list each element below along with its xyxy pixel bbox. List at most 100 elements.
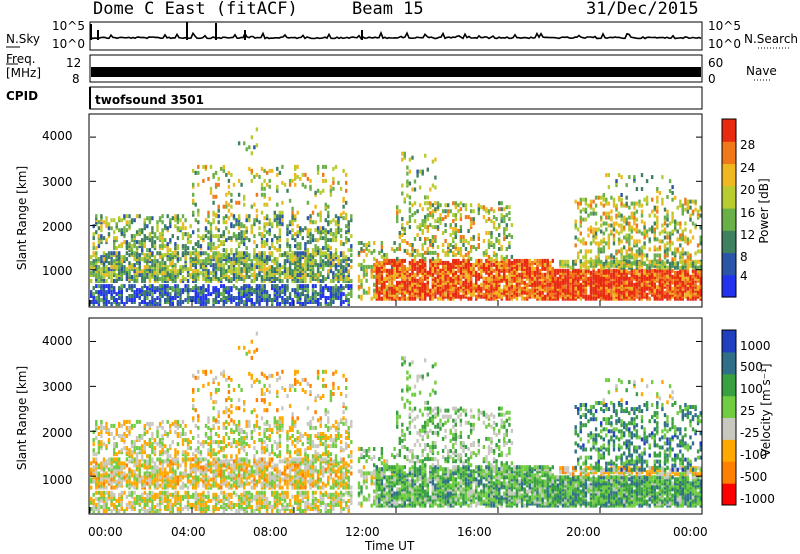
power-cell	[564, 259, 567, 264]
freq-label-1: Freq.	[6, 52, 36, 66]
power-cell	[199, 271, 203, 276]
power-cell	[235, 286, 238, 291]
power-cell	[120, 255, 123, 260]
power-cell	[260, 284, 264, 289]
power-cell	[607, 288, 611, 293]
power-cell	[605, 197, 608, 202]
power-cell	[240, 277, 243, 281]
power-cell	[278, 244, 282, 249]
power-cell	[271, 269, 274, 274]
power-cell	[543, 272, 547, 277]
power-cell	[661, 259, 664, 264]
power-cell	[314, 220, 317, 225]
power-cell	[291, 259, 294, 264]
power-cell	[617, 249, 621, 254]
power-cell	[181, 275, 185, 279]
power-cell	[169, 292, 172, 297]
power-cell	[628, 270, 631, 275]
power-cell	[630, 225, 633, 230]
power-cell	[265, 214, 269, 219]
power-cell	[138, 257, 141, 262]
power-cell	[255, 273, 259, 277]
power-cell	[237, 296, 241, 300]
power-cell	[477, 243, 480, 247]
power-cell	[454, 276, 457, 281]
power-cell	[294, 172, 297, 177]
power-cell	[418, 169, 422, 174]
power-cell	[699, 272, 702, 277]
power-cell	[253, 222, 256, 227]
power-cell	[243, 275, 246, 279]
power-cell	[304, 294, 307, 298]
power-cell	[444, 292, 447, 297]
power-cell	[171, 273, 174, 277]
power-cell	[674, 265, 677, 270]
power-cell	[566, 276, 570, 281]
power-cell	[472, 262, 475, 267]
power-cell	[324, 284, 327, 289]
power-cell	[125, 220, 129, 225]
power-cell	[253, 218, 256, 223]
power-cell	[546, 266, 549, 271]
power-cell	[227, 236, 231, 241]
power-cell	[475, 274, 478, 279]
power-cell	[630, 201, 633, 206]
power-cell	[169, 296, 172, 300]
power-cell	[597, 274, 600, 279]
power-cell	[161, 253, 164, 258]
power-cell	[490, 296, 493, 301]
power-cell	[566, 259, 570, 264]
power-cell	[469, 256, 473, 261]
power-cell	[492, 268, 496, 273]
power-cell	[110, 226, 113, 231]
power-cell	[635, 259, 639, 264]
power-cell	[240, 222, 243, 227]
power-cell	[237, 236, 241, 241]
power-cell	[569, 265, 572, 270]
power-cell	[148, 255, 152, 260]
power-cell	[181, 226, 185, 231]
power-cell	[194, 298, 197, 302]
power-cell	[607, 201, 611, 206]
power-cell	[146, 259, 149, 264]
power-cell	[658, 272, 662, 277]
power-cell	[248, 214, 251, 219]
power-cell	[248, 238, 251, 243]
power-cell	[133, 242, 136, 247]
power-cell	[169, 261, 172, 266]
power-cell	[230, 222, 233, 227]
power-cell	[362, 258, 366, 263]
power-cell	[347, 263, 350, 268]
power-cell	[143, 277, 146, 281]
power-cell	[411, 243, 414, 247]
power-cell	[337, 269, 340, 274]
power-cell	[220, 257, 223, 262]
power-cell	[526, 258, 529, 263]
power-cell	[625, 237, 628, 242]
power-cell	[123, 240, 126, 245]
power-cell	[607, 274, 611, 279]
power-cell	[296, 273, 299, 277]
power-cell	[268, 184, 271, 189]
power-cell	[248, 218, 251, 223]
power-cell	[192, 210, 195, 215]
power-cell	[306, 200, 310, 205]
power-cell	[452, 250, 455, 255]
power-cell	[480, 286, 483, 291]
nsearch-tick-high: 10^5	[708, 19, 741, 33]
power-cell	[592, 272, 595, 277]
power-cell	[255, 259, 259, 264]
power-cell	[357, 241, 361, 245]
power-cell	[577, 237, 580, 242]
power-cell	[594, 211, 598, 216]
power-cell	[421, 229, 424, 233]
power-cell	[319, 302, 322, 306]
power-heatmap	[90, 127, 702, 306]
power-cell	[393, 241, 396, 245]
power-cell	[135, 246, 139, 251]
power-cell	[630, 235, 633, 240]
power-cell	[265, 277, 269, 281]
power-cell	[424, 290, 427, 295]
power-cell	[447, 284, 450, 289]
power-cell	[439, 221, 442, 226]
